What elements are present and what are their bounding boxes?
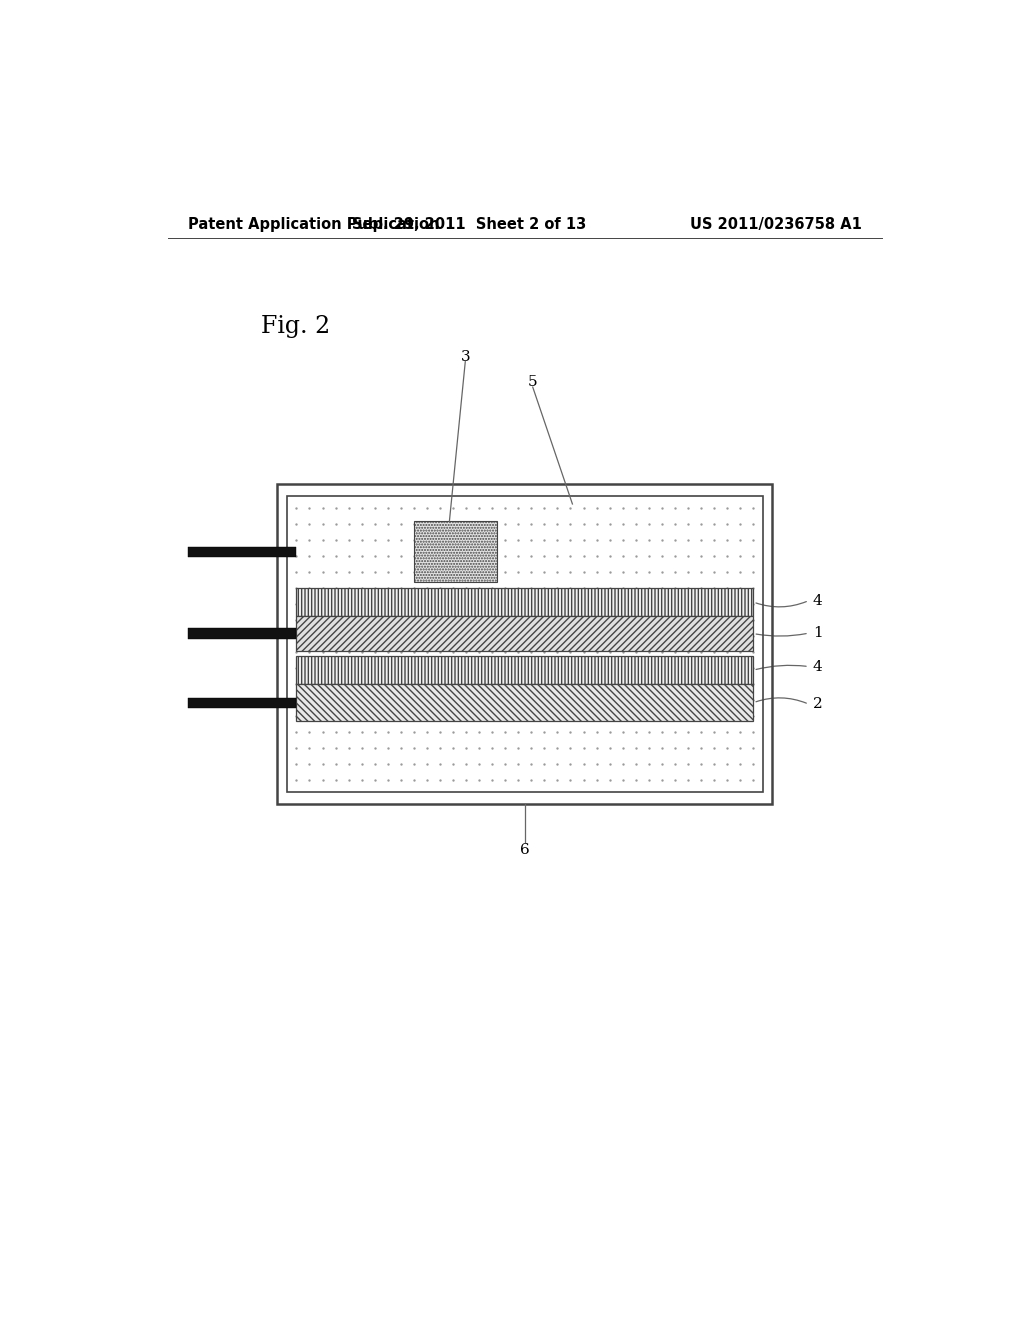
Bar [296,589,754,615]
Bar [296,656,754,684]
Bar [296,684,754,722]
Text: Patent Application Publication: Patent Application Publication [187,216,439,232]
Text: 4: 4 [813,594,822,607]
Text: Fig. 2: Fig. 2 [261,314,331,338]
Text: 1: 1 [813,626,822,640]
Bar [187,697,296,708]
Bar [414,521,497,582]
Text: US 2011/0236758 A1: US 2011/0236758 A1 [690,216,862,232]
Text: 2: 2 [813,697,822,711]
Bar [187,628,296,639]
Text: Sep. 29, 2011  Sheet 2 of 13: Sep. 29, 2011 Sheet 2 of 13 [352,216,587,232]
Text: 6: 6 [520,842,529,857]
Bar [278,483,772,804]
Text: 3: 3 [461,350,470,363]
Bar [296,615,754,651]
Text: 4: 4 [813,660,822,673]
Bar [287,496,763,792]
Text: 5: 5 [528,375,538,389]
Bar [187,546,296,557]
